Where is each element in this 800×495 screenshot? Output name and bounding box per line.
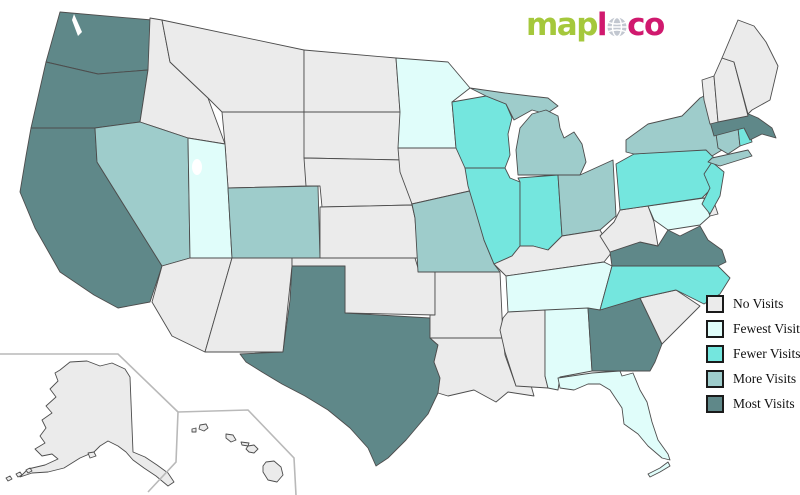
legend-swatch-most-visits xyxy=(706,394,724,413)
legend-row-fewer-visits: Fewer Visits xyxy=(706,341,800,366)
legend-swatch-fewer-visits xyxy=(706,344,724,363)
state-louisiana xyxy=(429,337,535,403)
legend-row-most-visits: Most Visits xyxy=(706,391,800,416)
legend-label-more-visits: More Visits xyxy=(733,370,797,386)
alaska-kodiak-island xyxy=(87,451,97,459)
alaska-aleutian-island-1 xyxy=(5,475,13,482)
hawaii-niihau xyxy=(191,427,197,433)
hawaii-maui xyxy=(245,444,259,454)
logo-text-map: map xyxy=(526,7,598,43)
great-salt-lake xyxy=(192,159,202,175)
state-wisconsin xyxy=(451,95,513,169)
hawaii-molokai xyxy=(240,441,250,447)
puget-sound-water xyxy=(72,14,82,36)
state-north-dakota xyxy=(303,49,401,113)
state-wyoming xyxy=(221,111,307,189)
legend-row-fewest-visits: Fewest Visits xyxy=(706,316,800,341)
hawaii-inset-border xyxy=(177,409,297,495)
state-oregon xyxy=(30,61,149,129)
legend-label-fewer-visits: Fewer Visits xyxy=(733,345,800,361)
state-kansas xyxy=(319,204,419,259)
legend-swatch-no-visits xyxy=(706,294,724,313)
legend-label-no-visits: No Visits xyxy=(733,295,784,311)
state-new-mexico xyxy=(204,257,293,353)
state-north-carolina xyxy=(599,265,731,311)
state-utah xyxy=(187,137,233,259)
legend: No Visits Fewest Visits Fewer Visits Mor… xyxy=(706,291,800,416)
legend-label-most-visits: Most Visits xyxy=(733,395,795,411)
logo-text-l: l xyxy=(596,7,608,43)
globe-icon xyxy=(607,16,627,38)
state-alaska xyxy=(19,360,175,487)
state-new-york-long-island xyxy=(707,149,753,167)
state-vermont xyxy=(701,75,719,125)
hawaii-big-island xyxy=(262,460,284,483)
logo-text-co: co xyxy=(627,7,665,43)
state-arkansas xyxy=(429,271,504,339)
state-indiana xyxy=(517,174,563,251)
state-colorado xyxy=(227,185,321,259)
hawaii-kauai xyxy=(198,423,209,432)
state-nebraska xyxy=(303,157,413,208)
maploco-logo[interactable]: map l co xyxy=(526,5,665,45)
state-south-dakota xyxy=(303,111,405,161)
state-florida-keys xyxy=(647,461,671,478)
alaska-aleutian-island-3 xyxy=(25,467,33,474)
legend-row-no-visits: No Visits xyxy=(706,291,800,316)
legend-row-more-visits: More Visits xyxy=(706,366,800,391)
legend-label-fewest-visits: Fewest Visits xyxy=(733,320,800,336)
legend-swatch-fewest-visits xyxy=(706,319,724,338)
state-washington xyxy=(45,11,153,75)
state-michigan-lower xyxy=(515,109,587,176)
alaska-aleutian-island-2 xyxy=(15,471,23,478)
hawaii-oahu xyxy=(225,433,237,443)
state-maine xyxy=(721,19,779,115)
state-new-jersey xyxy=(701,161,725,215)
state-florida xyxy=(557,370,671,461)
legend-swatch-more-visits xyxy=(706,369,724,388)
